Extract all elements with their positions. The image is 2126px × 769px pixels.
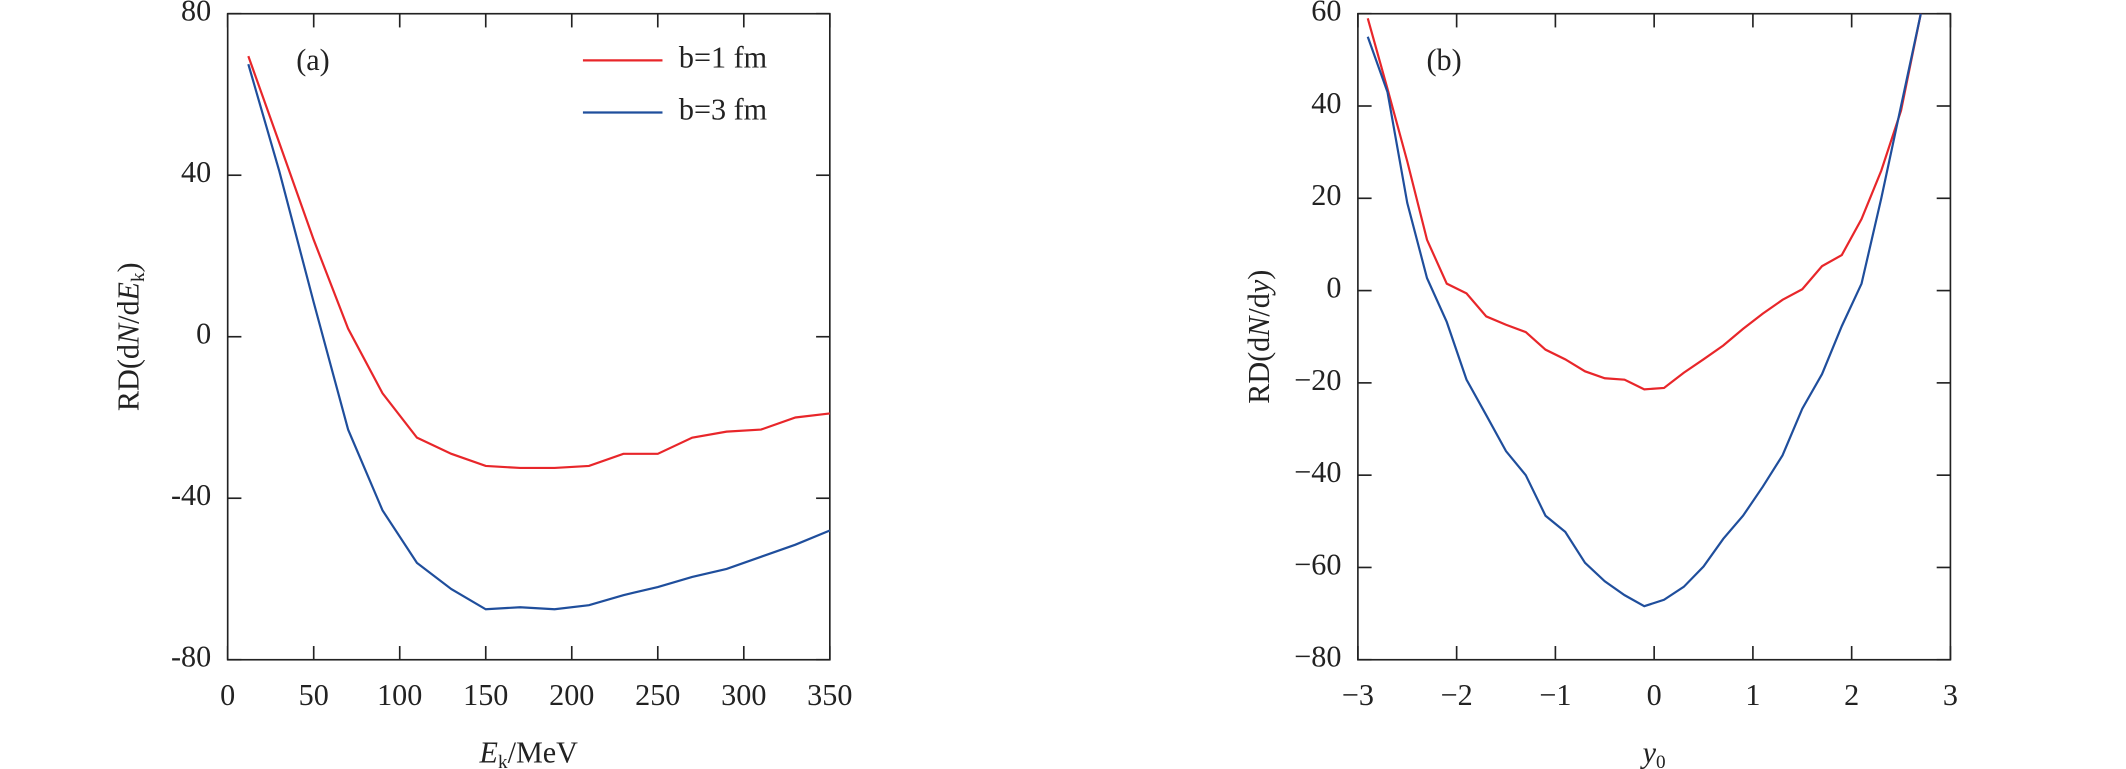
y-tick-label: −20: [1294, 363, 1341, 397]
y-tick-label: 0: [1326, 271, 1341, 305]
y-tick-label: −80: [1294, 640, 1341, 674]
x-tick-label: 100: [377, 678, 422, 712]
y-axis-label: RD(dN/dEk): [112, 262, 150, 411]
x-axis-label-part: /MeV: [508, 736, 579, 769]
x-tick-label: 2: [1844, 678, 1859, 712]
chart: −3 −2 −1 0 1 2 3−80−60−40−200204060y0RD(dN/dy)…: [1242, 0, 1958, 769]
series-line: [247, 63, 831, 611]
y-axis-label-part: N: [112, 322, 146, 345]
series-line: [247, 55, 830, 470]
series-line: [1366, 13, 1922, 608]
y-tick-label: 0: [196, 317, 211, 351]
y-axis-label-part: y: [1242, 279, 1276, 296]
x-axis-label-part: k: [498, 752, 508, 769]
y-tick-label: 40: [181, 155, 211, 189]
x-tick-label: −2: [1441, 678, 1473, 712]
x-tick-label: 300: [721, 678, 766, 712]
x-tick-label: 150: [463, 678, 508, 712]
y-axis-label-part: ): [112, 262, 146, 272]
x-tick-label: 0: [1647, 678, 1662, 712]
legend-label: b=3 fm: [679, 92, 767, 126]
y-axis-label-part: N: [1242, 315, 1276, 338]
x-tick-label: 3: [1943, 678, 1958, 712]
series-line: [1366, 13, 1922, 391]
y-tick-label: 40: [1311, 86, 1341, 120]
x-axis-label-part: E: [479, 736, 498, 769]
y-axis-label: RD(dN/dy): [1242, 270, 1276, 404]
x-axis-label: y0: [1640, 736, 1666, 769]
chart: 0 50 100 150 200 250 300 350 -80 -40 0 40 80 Ek/MeV RD…: [112, 0, 853, 769]
y-tick-label: -80: [171, 640, 211, 674]
y-axis-label-part: /d: [1242, 293, 1276, 316]
y-tick-label: 20: [1311, 178, 1341, 212]
plot-frame: [1357, 12, 1952, 661]
y-tick-label: 60: [1311, 0, 1341, 28]
y-axis-label-part: k: [128, 272, 149, 282]
y-tick-label: −40: [1294, 455, 1341, 489]
panel-label: (a): [296, 43, 329, 77]
y-axis-label-part: E: [112, 282, 146, 301]
x-tick-label: 350: [807, 678, 852, 712]
x-axis-label-part: 0: [1656, 752, 1666, 769]
y-tick-label: 80: [181, 0, 211, 28]
y-axis-label-part: RD(d: [112, 344, 146, 411]
x-tick-label: −3: [1342, 678, 1374, 712]
y-tick-label: −60: [1294, 547, 1341, 581]
x-axis-label: Ek/MeV: [479, 736, 579, 769]
y-tick-label: -40: [171, 478, 211, 512]
x-tick-label: 200: [549, 678, 594, 712]
y-axis-label-part: /d: [112, 300, 146, 323]
x-axis-label-part: y: [1640, 736, 1657, 769]
y-axis-label-part: ): [1242, 270, 1276, 280]
y-axis-label-part: RD(d: [1242, 337, 1276, 404]
x-tick-label: 250: [635, 678, 680, 712]
panel-label: (b): [1426, 43, 1461, 77]
legend-label: b=1 fm: [679, 40, 767, 74]
x-tick-label: −1: [1539, 678, 1571, 712]
x-tick-label: 50: [299, 678, 329, 712]
x-tick-label: 0: [220, 678, 235, 712]
figure-content: 0 50 100 150 200 250 300 350-80-4004080Ek/MeVRD…: [112, 0, 1958, 769]
x-tick-label: 1: [1745, 678, 1760, 712]
